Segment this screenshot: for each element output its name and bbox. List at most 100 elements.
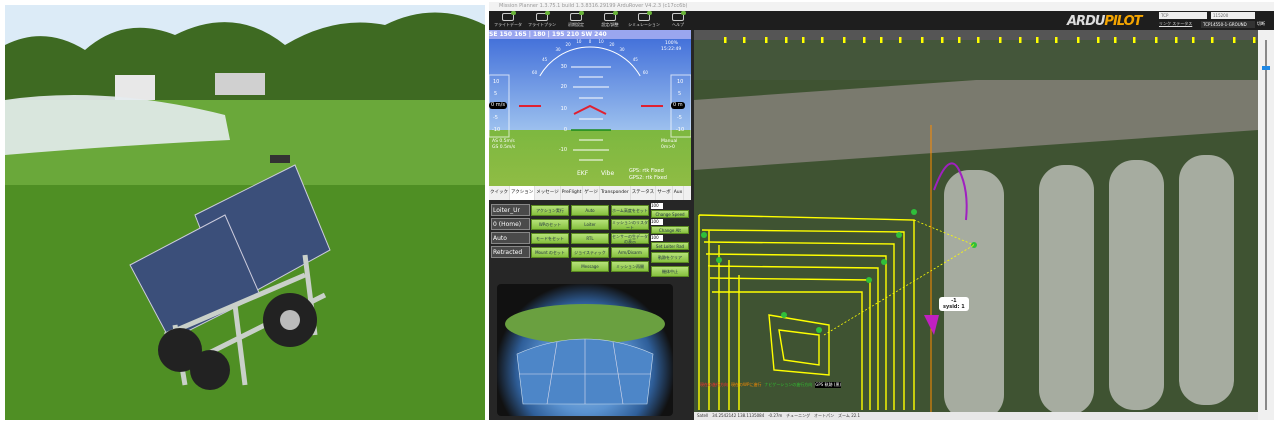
pitch-label: 30 — [560, 63, 567, 70]
restart-mission-button[interactable]: ミッションのリスタート — [611, 219, 649, 230]
connection-type-select[interactable]: TCP — [1159, 12, 1207, 19]
speed-scale-label: -10 — [492, 127, 501, 133]
tuning-checkbox[interactable]: チューニング — [786, 413, 811, 418]
roll-label: 20 — [609, 41, 615, 47]
joystick-button[interactable]: ジョイスティック — [571, 247, 609, 258]
waypoint-marker[interactable] — [1155, 37, 1158, 43]
toolbar-setup[interactable]: 初期設定 — [559, 11, 593, 30]
waypoint-marker[interactable] — [843, 37, 846, 43]
waypoint-marker[interactable] — [785, 37, 788, 43]
waypoint-marker[interactable] — [1211, 37, 1214, 43]
zoom-label: ズーム — [838, 413, 850, 418]
tab-gauges[interactable]: ゲージ — [583, 186, 600, 200]
abort-button[interactable]: 機体中止 — [651, 266, 689, 277]
arm-disarm-button[interactable]: Arm/Disarm — [611, 247, 649, 258]
waypoint-marker[interactable] — [1253, 37, 1256, 43]
ekf-status[interactable]: EKF — [577, 170, 589, 177]
alt-spinner[interactable]: 100 — [651, 219, 663, 225]
waypoint-marker[interactable] — [1077, 37, 1080, 43]
roll-label: 60 — [642, 70, 648, 75]
tab-quick[interactable]: クイック — [489, 186, 510, 200]
zoom-scrollbar[interactable] — [1258, 30, 1274, 420]
map-type-select[interactable]: Satell — [697, 413, 709, 418]
waypoint-marker[interactable] — [821, 37, 824, 43]
tab-aux[interactable]: Aux — [673, 186, 685, 200]
time-readout: 15:22:49 — [661, 47, 682, 52]
waypoint-marker[interactable] — [1019, 37, 1022, 43]
change-alt-button[interactable]: Change Alt — [651, 226, 689, 234]
loiter-mode-button[interactable]: Loiter — [571, 219, 609, 230]
waypoint-marker[interactable] — [941, 37, 944, 43]
altitude: -0.27m — [768, 413, 783, 418]
baud-select[interactable]: 115200 — [1211, 12, 1255, 19]
set-home-alt-button[interactable]: ホーム高度をセット — [611, 205, 649, 216]
waypoint-marker[interactable] — [863, 37, 866, 43]
speed-spinner[interactable]: 100 — [651, 203, 663, 209]
waypoint-marker[interactable] — [1036, 37, 1039, 43]
legend-nav: ナビゲーションの進行方向 — [764, 382, 813, 387]
satellite-map[interactable]: 現在の進行方向 現在のWPに進行 ナビゲーションの進行方向 GPS 軌跡 (黒) — [694, 30, 1258, 420]
set-mode-button[interactable]: モードをセット — [531, 233, 569, 244]
waypoint-marker[interactable] — [743, 37, 746, 43]
roll-label: 0 — [588, 38, 592, 44]
auto-mode-button[interactable]: Auto — [571, 205, 609, 216]
speed-scale-label: 10 — [493, 79, 500, 85]
mission-planner-window: Mission Planner 1.3.75.1 build 1.3.8316.… — [489, 2, 1274, 420]
waypoint-marker[interactable] — [880, 37, 883, 43]
waypoint-marker[interactable] — [1114, 37, 1117, 43]
mount-dropdown[interactable]: Retracted — [491, 246, 530, 258]
set-loiter-rad-button[interactable]: Set Loiter Rad — [651, 242, 689, 250]
tab-actions[interactable]: アクション — [510, 186, 536, 200]
tab-messages[interactable]: メッセージ — [535, 186, 561, 200]
connect-button[interactable]: 切断 — [1257, 21, 1265, 26]
toolbar-flight-data[interactable]: フライトデータ — [491, 11, 525, 30]
toolbar-simulation[interactable]: シミュレーション — [627, 11, 661, 30]
set-mount-button[interactable]: Mount のセット — [531, 247, 569, 258]
zoom-input[interactable]: 22.1 — [851, 413, 861, 418]
speed-scale-label: -5 — [493, 115, 498, 121]
set-wp-button[interactable]: WPのセット — [531, 219, 569, 230]
setup-icon — [570, 11, 584, 21]
rtl-mode-button[interactable]: RTL — [571, 233, 609, 244]
waypoint-marker[interactable] — [1175, 37, 1178, 43]
waypoint-marker[interactable] — [958, 37, 961, 43]
battery-readout: 100% — [665, 41, 678, 46]
toolbar-help[interactable]: ヘルプ — [661, 11, 695, 30]
waypoint-marker[interactable] — [724, 37, 727, 43]
tab-status[interactable]: ステータス — [631, 186, 657, 200]
mode-dropdown[interactable]: Auto — [491, 232, 530, 244]
action-dropdown[interactable]: Loiter_Ur — [491, 204, 530, 216]
waypoint-marker[interactable] — [899, 37, 902, 43]
alt-scale-label: -10 — [676, 127, 685, 133]
waypoint-marker[interactable] — [1192, 37, 1195, 43]
port-select[interactable]: TCP14550-1-GROUND — [1201, 21, 1255, 28]
change-speed-button[interactable]: Change Speed — [651, 210, 689, 218]
waypoint-marker[interactable] — [999, 37, 1002, 43]
gps-status: GPS: rtk Fixed — [629, 168, 664, 174]
waypoint-marker[interactable] — [765, 37, 768, 43]
clear-track-button[interactable]: 軌跡をクリア — [651, 252, 689, 263]
mission-waypoint-strip — [694, 30, 1258, 43]
waypoint-dropdown[interactable]: 0 (Home) — [491, 218, 530, 230]
waypoint-marker[interactable] — [977, 37, 980, 43]
waypoint-marker[interactable] — [1097, 37, 1100, 43]
toolbar-config[interactable]: 設定/調整 — [593, 11, 627, 30]
loiter-rad-spinner[interactable]: 100 — [651, 235, 663, 241]
waypoint-marker[interactable] — [921, 37, 924, 43]
tab-transponder[interactable]: Transponder — [600, 186, 631, 200]
waypoint-marker[interactable] — [1055, 37, 1058, 43]
raw-sensor-button[interactable]: センサーの生データの表示 — [611, 233, 649, 244]
toolbar-flight-plan[interactable]: フライトプラン — [525, 11, 559, 30]
tab-preflight[interactable]: PreFlight — [561, 186, 584, 200]
autopan-checkbox[interactable]: オートパン — [813, 413, 835, 418]
vibe-status[interactable]: Vibe — [601, 170, 615, 177]
zoom-slider-handle[interactable] — [1262, 66, 1270, 70]
do-action-button[interactable]: アクション実行 — [531, 205, 569, 216]
waypoint-marker[interactable] — [1133, 37, 1136, 43]
resume-mission-button[interactable]: ミッション再開 — [611, 261, 649, 272]
tab-servo[interactable]: サーボ — [656, 186, 673, 200]
waypoint-marker[interactable] — [1233, 37, 1236, 43]
message-button[interactable]: Message — [571, 261, 609, 272]
waypoint-marker[interactable] — [802, 37, 805, 43]
link-stats-link[interactable]: リンク ステータス — [1159, 21, 1193, 26]
